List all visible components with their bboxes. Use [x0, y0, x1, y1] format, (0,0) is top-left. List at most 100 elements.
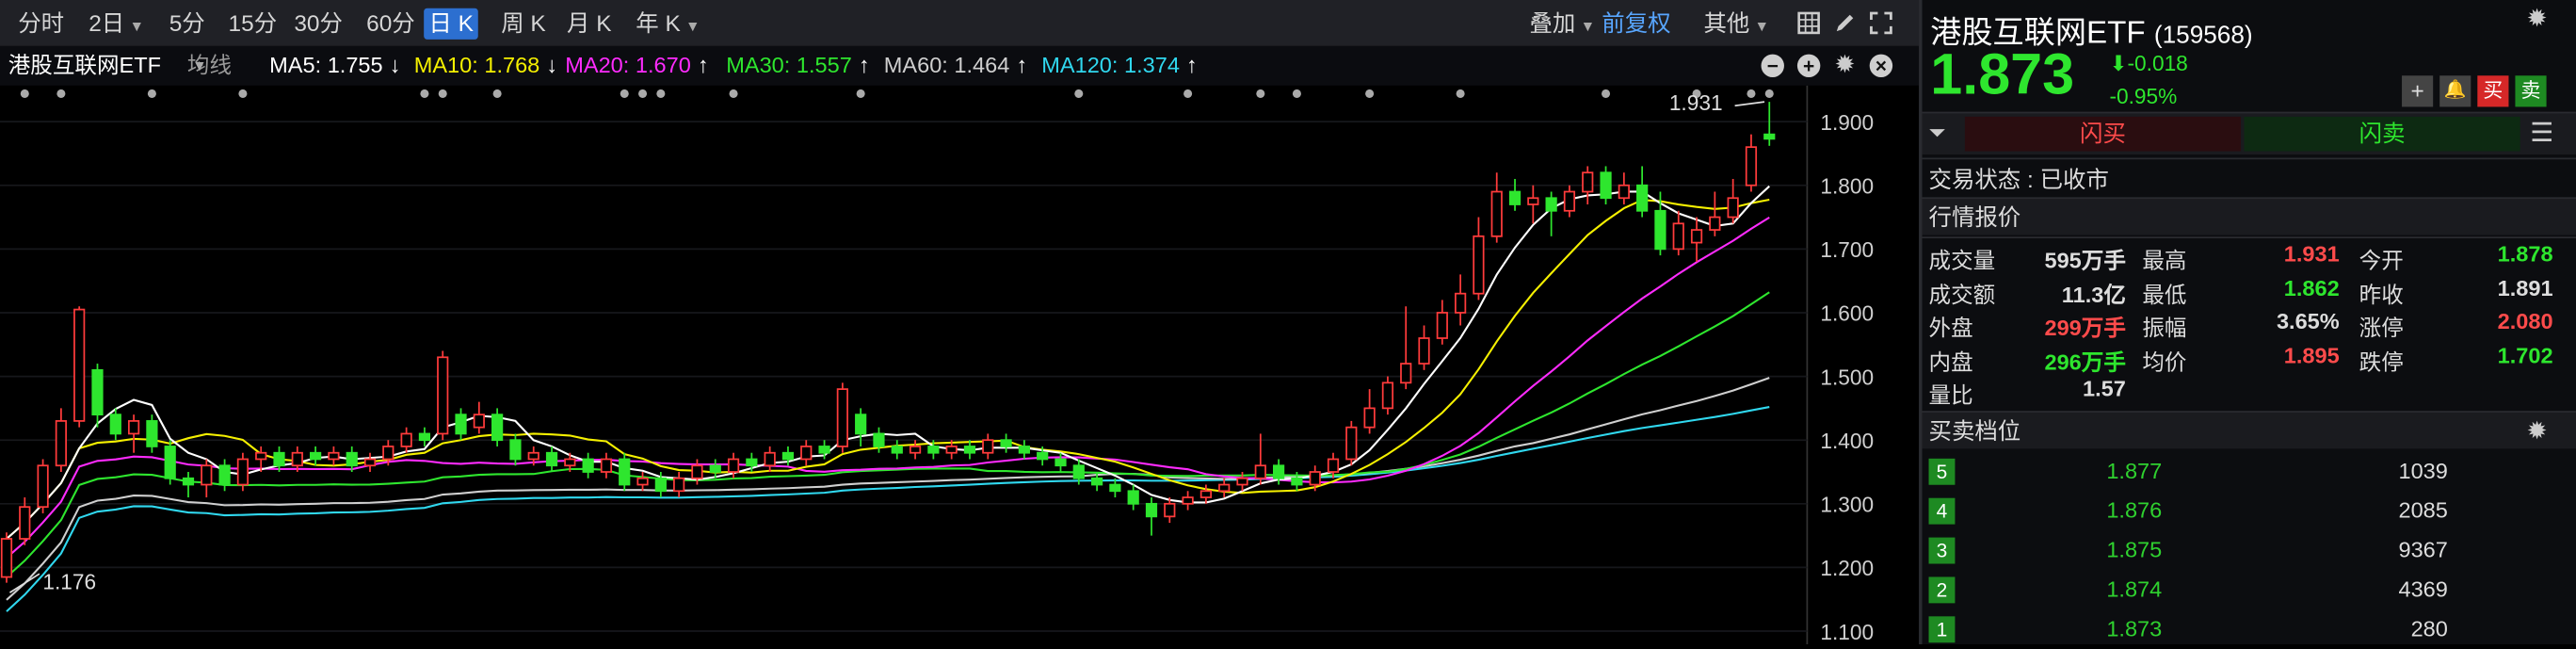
- candle[interactable]: [527, 446, 539, 466]
- grid-layout-icon[interactable]: [1797, 11, 1820, 35]
- event-marker[interactable]: [1074, 89, 1084, 98]
- candle[interactable]: [945, 440, 958, 460]
- candle[interactable]: [1309, 465, 1321, 492]
- close-icon[interactable]: ×: [1869, 54, 1893, 78]
- bid-level-row[interactable]: 3 1.875 9367: [1923, 531, 2576, 571]
- candle[interactable]: [1055, 452, 1067, 473]
- candle[interactable]: [1745, 134, 1758, 192]
- candle[interactable]: [800, 440, 813, 466]
- buy-button[interactable]: 买: [2477, 75, 2509, 107]
- settings-gear-icon[interactable]: ✹: [2526, 5, 2548, 33]
- candle[interactable]: [346, 446, 358, 473]
- event-marker[interactable]: [620, 89, 629, 98]
- candle[interactable]: [746, 452, 758, 473]
- candle[interactable]: [691, 459, 703, 485]
- candle[interactable]: [909, 440, 922, 460]
- overlay-menu[interactable]: 叠加 ▼: [1529, 9, 1596, 37]
- event-marker[interactable]: [638, 89, 648, 98]
- bid-level-row[interactable]: 4 1.876 2085: [1923, 492, 2576, 531]
- candle[interactable]: [509, 433, 522, 466]
- candle[interactable]: [273, 446, 285, 473]
- event-marker[interactable]: [420, 89, 429, 98]
- zoom-out-icon[interactable]: −: [1761, 54, 1784, 78]
- candle[interactable]: [1400, 306, 1412, 390]
- candle[interactable]: [91, 364, 104, 428]
- candle[interactable]: [1127, 484, 1139, 511]
- candle[interactable]: [855, 408, 867, 446]
- candle[interactable]: [1345, 420, 1358, 466]
- candle[interactable]: [1455, 274, 1467, 326]
- candle[interactable]: [1636, 166, 1649, 218]
- candle[interactable]: [1145, 497, 1158, 536]
- candle[interactable]: [873, 427, 885, 453]
- candle[interactable]: [19, 497, 31, 545]
- candle[interactable]: [146, 414, 158, 453]
- event-marker[interactable]: [492, 89, 502, 98]
- candle[interactable]: [418, 427, 431, 446]
- candle[interactable]: [0, 532, 13, 583]
- candle[interactable]: [963, 440, 976, 460]
- event-marker[interactable]: [438, 89, 447, 98]
- sell-button[interactable]: 卖: [2515, 75, 2547, 107]
- event-marker[interactable]: [1692, 89, 1701, 98]
- event-marker[interactable]: [1747, 89, 1756, 98]
- candle[interactable]: [1418, 325, 1430, 370]
- candle[interactable]: [437, 350, 449, 441]
- candle[interactable]: [127, 414, 140, 453]
- candle[interactable]: [1000, 433, 1012, 453]
- candle[interactable]: [363, 452, 377, 473]
- flash-sell-button[interactable]: 闪卖: [2244, 116, 2520, 152]
- candle[interactable]: [1072, 459, 1085, 485]
- settings-gear-icon[interactable]: ✹: [2526, 417, 2548, 446]
- candle[interactable]: [382, 440, 394, 466]
- event-marker[interactable]: [1365, 89, 1375, 98]
- candle[interactable]: [1654, 191, 1666, 256]
- tab-timeframe-3[interactable]: 15分: [228, 9, 278, 37]
- candle[interactable]: [1218, 478, 1231, 498]
- candle[interactable]: [1109, 478, 1121, 498]
- candle[interactable]: [636, 472, 649, 492]
- candle[interactable]: [473, 401, 485, 434]
- candle[interactable]: [1490, 172, 1503, 243]
- candle[interactable]: [727, 452, 740, 479]
- draw-pen-icon[interactable]: [1833, 11, 1856, 34]
- candle[interactable]: [1672, 210, 1684, 256]
- bid-level-row[interactable]: 2 1.874 4369: [1923, 570, 2576, 609]
- candle[interactable]: [1545, 191, 1557, 236]
- candle[interactable]: [1582, 166, 1594, 205]
- candle[interactable]: [182, 472, 195, 498]
- event-marker[interactable]: [147, 89, 156, 98]
- menu-icon[interactable]: ☰: [2530, 120, 2554, 149]
- candle[interactable]: [818, 440, 830, 460]
- candle[interactable]: [1037, 446, 1049, 466]
- candle[interactable]: [236, 452, 250, 492]
- event-marker[interactable]: [20, 89, 29, 98]
- collapse-icon[interactable]: ⏷: [1928, 120, 1946, 145]
- candle[interactable]: [709, 459, 721, 479]
- candle[interactable]: [891, 440, 903, 460]
- candle[interactable]: [1436, 300, 1448, 345]
- candle[interactable]: [600, 452, 613, 479]
- candle[interactable]: [1618, 172, 1630, 205]
- candle[interactable]: [545, 446, 558, 473]
- bid-level-row[interactable]: 1 1.873 280: [1923, 609, 2576, 649]
- kline-chart[interactable]: 1.900 1.800 1.700 1.600 1.500 1.400 1.300 1.200…: [0, 85, 1919, 645]
- adjust-mode-menu[interactable]: 前复权: [1602, 9, 1671, 37]
- event-marker[interactable]: [1256, 89, 1265, 98]
- event-marker[interactable]: [1764, 89, 1774, 98]
- alert-bell-icon[interactable]: 🔔: [2439, 75, 2471, 107]
- event-marker[interactable]: [1602, 89, 1611, 98]
- event-marker[interactable]: [729, 89, 738, 98]
- tab-timeframe-9[interactable]: 年 K ▼: [636, 9, 700, 37]
- fullscreen-icon[interactable]: [1870, 11, 1892, 35]
- candle[interactable]: [164, 440, 176, 485]
- candle[interactable]: [1272, 459, 1285, 485]
- panel-divider[interactable]: [1919, 0, 1923, 644]
- candle[interactable]: [1381, 376, 1394, 415]
- candle[interactable]: [1727, 178, 1739, 224]
- candle[interactable]: [310, 446, 322, 466]
- candle[interactable]: [1090, 472, 1103, 492]
- event-marker[interactable]: [1183, 89, 1193, 98]
- candle[interactable]: [1527, 185, 1539, 224]
- candle[interactable]: [1363, 389, 1376, 434]
